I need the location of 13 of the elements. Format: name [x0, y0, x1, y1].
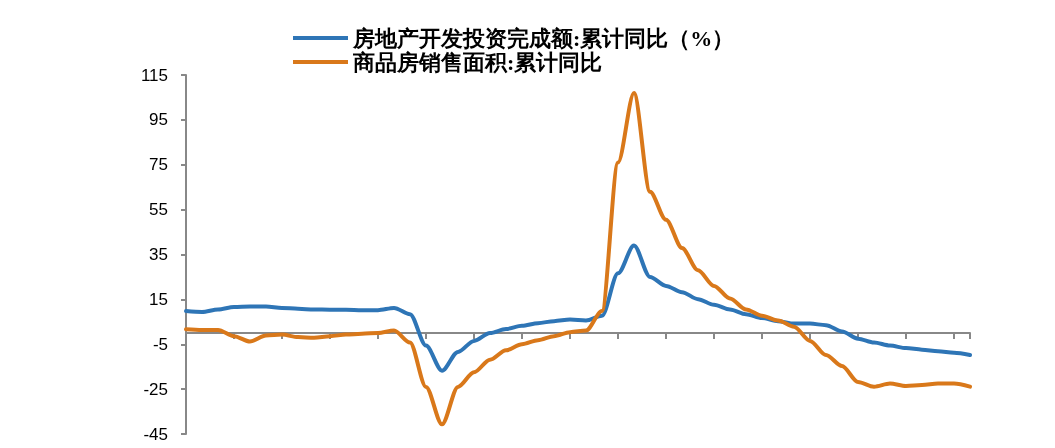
line-series	[184, 243, 972, 373]
y-tick-label: 55	[149, 200, 168, 220]
y-tick-label: -5	[152, 334, 168, 354]
legend-label: 房地产开发投资完成额:累计同比（%）	[352, 25, 735, 51]
y-tick-label: 75	[149, 155, 168, 175]
y-tick-label: -45	[143, 424, 168, 444]
legend-label: 商品房销售面积:累计同比	[352, 49, 603, 75]
y-tick-label: -25	[143, 379, 168, 399]
line-series	[184, 90, 972, 427]
y-tick-label: 95	[149, 110, 168, 130]
y-tick-label: 115	[140, 65, 168, 85]
y-tick-label: 15	[149, 289, 168, 309]
y-tick-label: 35	[149, 245, 168, 264]
